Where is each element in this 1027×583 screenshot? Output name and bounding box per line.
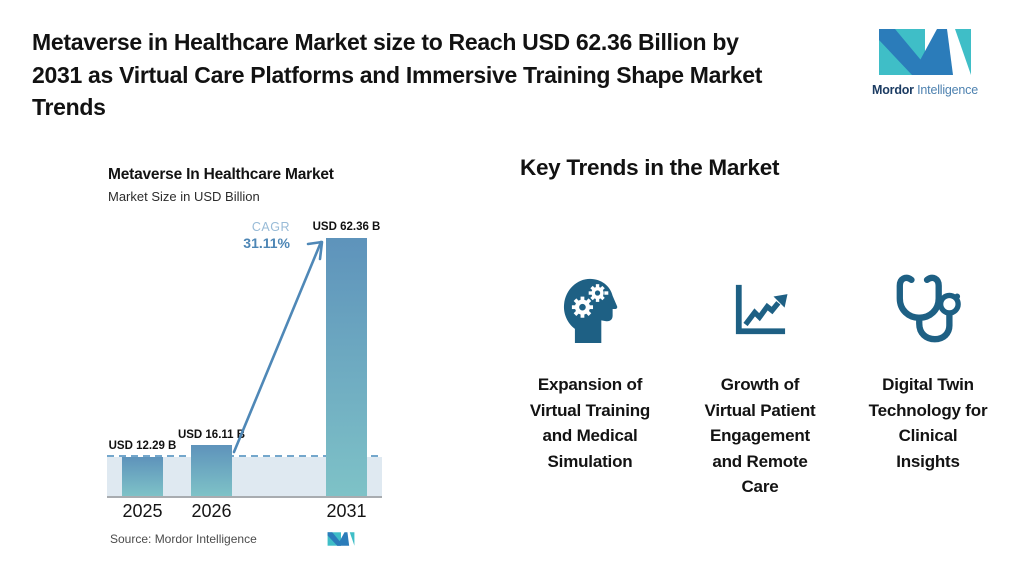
mordor-intelligence-mini-logo-icon bbox=[327, 532, 355, 546]
cagr-annotation: CAGR 31.11% bbox=[198, 220, 290, 251]
stethoscope-icon bbox=[842, 272, 1014, 348]
x-axis-tick-label: 2031 bbox=[326, 501, 367, 521]
baseline-dashed-line bbox=[107, 455, 382, 457]
mordor-intelligence-logo-icon bbox=[879, 29, 971, 75]
brand-name-bold: Mordor bbox=[872, 83, 914, 97]
x-axis-tick-label: 2026 bbox=[191, 501, 232, 521]
cagr-label: CAGR bbox=[251, 220, 290, 234]
chart-bar-2025 bbox=[122, 457, 163, 496]
page-title: Metaverse in Healthcare Market size to R… bbox=[32, 29, 763, 120]
chart-source: Source: Mordor Intelligence bbox=[110, 532, 257, 546]
brand-logo: Mordor Intelligence bbox=[866, 27, 984, 97]
trends-heading: Key Trends in the Market bbox=[520, 155, 780, 180]
chart-title: Metaverse In Healthcare Market bbox=[108, 166, 334, 183]
growth-arrow-icon bbox=[232, 240, 324, 454]
trend-item: Digital Twin Technology for Clinical Ins… bbox=[842, 272, 1014, 474]
bar-value-label: USD 62.36 B bbox=[312, 221, 381, 233]
x-axis-line bbox=[107, 496, 382, 498]
trend-label: Growth of Virtual Patient Engagement and… bbox=[704, 375, 816, 496]
head-gears-icon bbox=[505, 272, 675, 348]
cagr-value: 31.11% bbox=[243, 235, 290, 251]
line-chart-growth-icon bbox=[674, 272, 846, 348]
bar-chart-plot: USD 12.29 B 2025 USD 16.11 B 2026 USD 62.36 … bbox=[107, 221, 382, 521]
trend-item: Expansion of Virtual Training and Medica… bbox=[505, 272, 675, 474]
brand-wordmark: Mordor Intelligence bbox=[866, 83, 984, 97]
trend-label: Expansion of Virtual Training and Medica… bbox=[529, 375, 651, 471]
brand-name-light: Intelligence bbox=[917, 83, 978, 97]
trend-item: Growth of Virtual Patient Engagement and… bbox=[674, 272, 846, 500]
chart-bar-2026 bbox=[191, 445, 232, 496]
chart-subtitle: Market Size in USD Billion bbox=[108, 189, 260, 204]
bar-value-label: USD 16.11 B bbox=[177, 429, 246, 441]
trend-label: Digital Twin Technology for Clinical Ins… bbox=[868, 375, 988, 471]
chart-bar-2031 bbox=[326, 238, 367, 496]
x-axis-tick-label: 2025 bbox=[122, 501, 163, 521]
bar-value-label: USD 12.29 B bbox=[108, 440, 177, 452]
